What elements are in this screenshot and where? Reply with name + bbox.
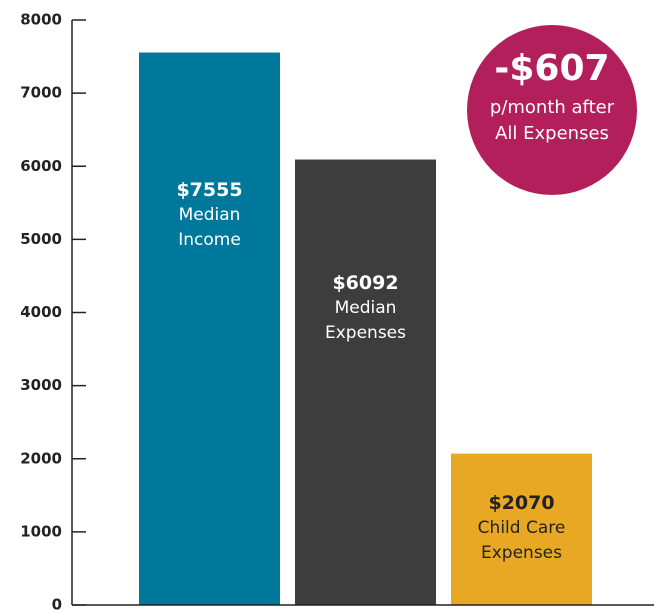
bar-label: $2070 Child Care Expenses bbox=[467, 491, 577, 566]
y-tick-label: 3000 bbox=[20, 376, 62, 394]
y-tick-label: 0 bbox=[52, 596, 62, 613]
bar-label: $7555 Median Income bbox=[155, 178, 265, 253]
annotation-headline: -$607 bbox=[494, 48, 610, 89]
y-tick-label: 2000 bbox=[20, 449, 62, 467]
y-tick-label: 5000 bbox=[20, 230, 62, 248]
category-label: Median Income bbox=[178, 204, 241, 250]
y-tick-label: 1000 bbox=[20, 522, 62, 540]
bar-label: $6092 Median Expenses bbox=[311, 271, 421, 346]
annotation-text: p/month after All Expenses bbox=[489, 97, 615, 144]
y-tick-label: 4000 bbox=[20, 303, 62, 321]
annotation-circle bbox=[467, 25, 637, 195]
category-label: Child Care Expenses bbox=[477, 518, 566, 564]
y-tick-label: 8000 bbox=[20, 11, 62, 29]
bar bbox=[295, 159, 436, 605]
bar bbox=[451, 453, 592, 605]
category-label: Median Expenses bbox=[325, 297, 406, 343]
y-tick-label: 6000 bbox=[20, 157, 62, 175]
value-label: $6092 bbox=[332, 271, 399, 294]
value-label: $7555 bbox=[176, 178, 243, 201]
bar bbox=[139, 52, 280, 605]
y-tick-label: 7000 bbox=[20, 84, 62, 102]
value-label: $2070 bbox=[488, 492, 555, 515]
